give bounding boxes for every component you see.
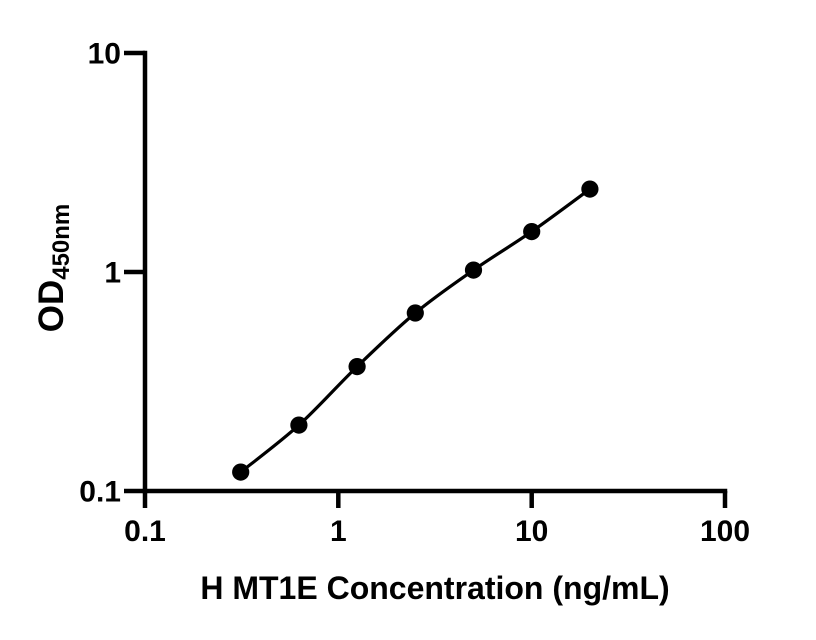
data-point	[348, 358, 366, 376]
data-series	[232, 180, 599, 481]
axes	[124, 50, 728, 508]
data-point	[464, 261, 483, 279]
y-axis-title-subscript: 450nm	[48, 204, 75, 280]
y-axis-title: OD450nm	[32, 204, 75, 333]
data-point	[581, 180, 599, 198]
y-axis-title-main: OD	[32, 280, 71, 333]
data-point	[523, 223, 541, 241]
x-tick-label: 1	[330, 515, 347, 548]
x-tick-label: 0.1	[124, 515, 166, 548]
x-tick-label: 10	[515, 515, 548, 548]
x-tick-label: 100	[700, 515, 750, 548]
x-tick-labels: 0.1 1 10 100	[124, 515, 750, 548]
y-tick-label: 1	[104, 257, 121, 290]
y-tick-label: 10	[88, 38, 121, 71]
y-tick-labels: 10 1 0.1	[79, 38, 121, 509]
y-tick-label: 0.1	[79, 476, 121, 509]
x-axis-title: H MT1E Concentration (ng/mL)	[200, 570, 669, 606]
data-point	[232, 463, 250, 481]
data-point	[406, 304, 424, 322]
data-point	[290, 416, 308, 434]
